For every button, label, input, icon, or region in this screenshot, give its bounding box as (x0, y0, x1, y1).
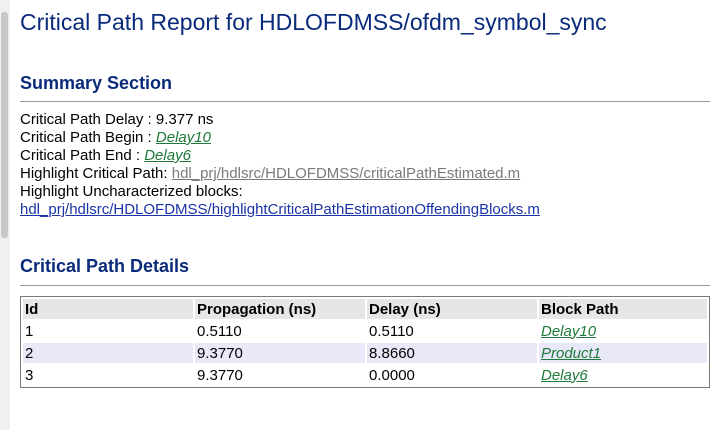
highlight-critical-path-link[interactable]: hdl_prj/hdlsrc/HDLOFDMSS/criticalPathEst… (171, 165, 521, 182)
begin-link[interactable]: Delay10 (155, 129, 211, 146)
details-divider (20, 285, 710, 286)
block-path-link[interactable]: Delay6 (541, 366, 588, 384)
summary-heading: Summary Section (20, 73, 173, 93)
delay-value: 9.377 ns (155, 111, 214, 128)
cell-id: 2 (23, 343, 193, 363)
cell-delay: 0.5110 (369, 322, 414, 340)
critical-path-begin-row: Critical Path Begin : Delay10 (20, 129, 540, 147)
cell-block-path: Delay6 (539, 365, 707, 385)
block-path-link[interactable]: Product1 (541, 344, 602, 362)
highlight-uncharacterized-link[interactable]: hdl_prj/hdlsrc/HDLOFDMSS/highlightCritic… (20, 201, 540, 218)
summary-divider (20, 101, 710, 102)
page-title: Critical Path Report for HDLOFDMSS/ofdm_… (20, 9, 607, 35)
cell-delay: 0.0000 (369, 366, 415, 384)
table-row: 2 9.3770 8.8660 Product1 (23, 343, 707, 363)
cell-propagation: 9.3770 (197, 366, 243, 384)
cell-propagation: 9.3770 (195, 343, 365, 363)
delay-label: Critical Path Delay : (20, 111, 156, 128)
end-link[interactable]: Delay6 (144, 147, 191, 164)
uncharacterized-label: Highlight Uncharacterized blocks: (20, 183, 243, 200)
block-path-link[interactable]: Delay10 (541, 322, 597, 340)
highlight-critical-path-row: Highlight Critical Path: hdl_prj/hdlsrc/… (20, 165, 540, 183)
scrollbar-thumb[interactable] (1, 12, 8, 238)
table-row: 1 0.5110 0.5110 Delay10 (23, 321, 707, 341)
cell-block-path: Product1 (539, 343, 707, 363)
table-header-row: Id Propagation (ns) Delay (ns) Block Pat… (23, 299, 707, 319)
column-header-propagation: Propagation (ns) (195, 299, 365, 319)
summary-section: Critical Path Delay : 9.377 ns Critical … (20, 111, 540, 219)
cell-id: 3 (25, 366, 34, 384)
end-label: Critical Path End : (20, 147, 145, 164)
vertical-scrollbar[interactable] (0, 0, 10, 430)
begin-label: Critical Path Begin : (20, 129, 156, 146)
column-header-block-path: Block Path (539, 299, 707, 319)
cell-id: 1 (25, 322, 34, 340)
cell-block-path: Delay10 (539, 321, 707, 341)
table-row: 3 9.3770 0.0000 Delay6 (23, 365, 707, 385)
cell-propagation: 0.5110 (197, 322, 242, 340)
critical-path-end-row: Critical Path End : Delay6 (20, 147, 540, 165)
column-header-delay: Delay (ns) (367, 299, 537, 319)
critical-path-table: Id Propagation (ns) Delay (ns) Block Pat… (20, 296, 710, 388)
column-header-id: Id (23, 299, 193, 319)
uncharacterized-row: hdl_prj/hdlsrc/HDLOFDMSS/highlightCritic… (20, 201, 540, 219)
highlight-label: Highlight Critical Path: (20, 165, 172, 182)
details-heading: Critical Path Details (20, 256, 190, 276)
cell-delay: 8.8660 (367, 343, 537, 363)
critical-path-delay-row: Critical Path Delay : 9.377 ns (20, 111, 540, 129)
